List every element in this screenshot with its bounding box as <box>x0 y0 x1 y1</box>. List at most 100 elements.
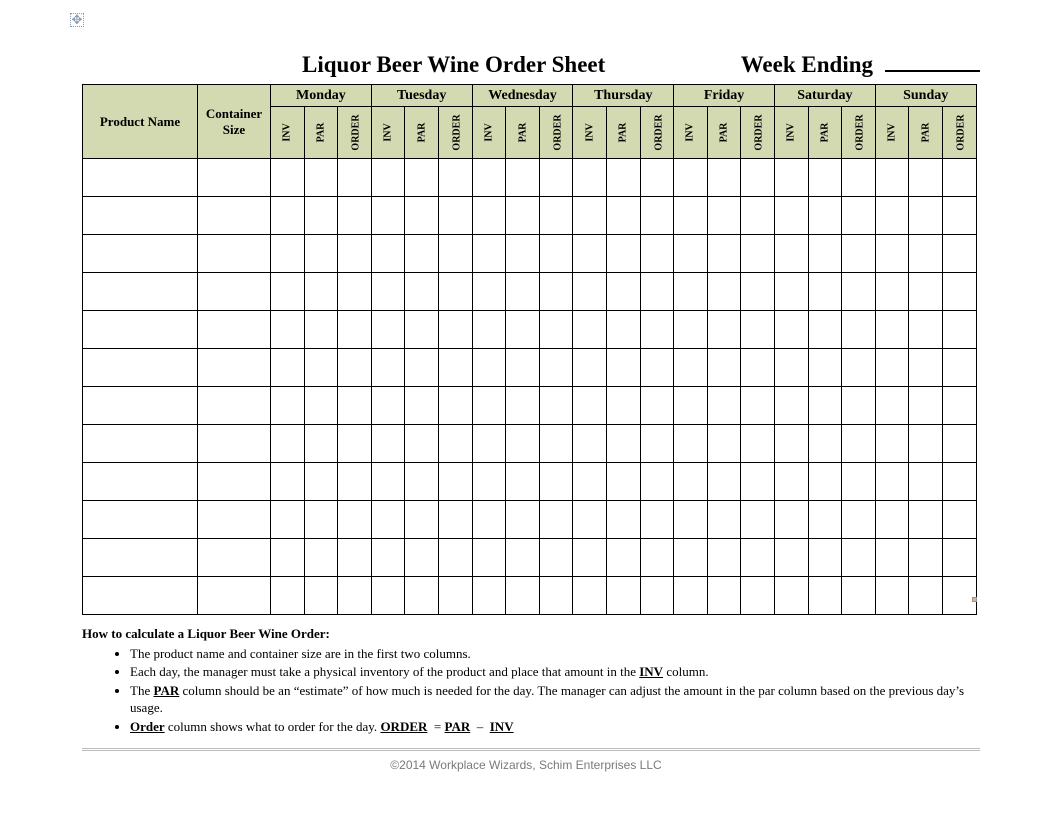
table-cell[interactable] <box>83 159 198 197</box>
table-cell[interactable] <box>774 387 808 425</box>
table-cell[interactable] <box>774 501 808 539</box>
table-cell[interactable] <box>472 159 506 197</box>
table-cell[interactable] <box>774 463 808 501</box>
table-cell[interactable] <box>640 425 674 463</box>
table-cell[interactable] <box>573 235 607 273</box>
table-cell[interactable] <box>271 311 305 349</box>
table-cell[interactable] <box>371 501 405 539</box>
table-cell[interactable] <box>842 349 876 387</box>
table-cell[interactable] <box>606 349 640 387</box>
table-cell[interactable] <box>842 577 876 615</box>
table-cell[interactable] <box>83 501 198 539</box>
table-cell[interactable] <box>271 235 305 273</box>
table-cell[interactable] <box>774 159 808 197</box>
table-cell[interactable] <box>371 577 405 615</box>
table-cell[interactable] <box>808 349 842 387</box>
table-cell[interactable] <box>371 349 405 387</box>
table-cell[interactable] <box>271 577 305 615</box>
table-cell[interactable] <box>539 463 573 501</box>
table-cell[interactable] <box>741 539 775 577</box>
table-cell[interactable] <box>405 387 439 425</box>
table-cell[interactable] <box>909 349 943 387</box>
table-cell[interactable] <box>83 273 198 311</box>
table-cell[interactable] <box>506 349 540 387</box>
table-cell[interactable] <box>942 501 976 539</box>
table-cell[interactable] <box>338 235 372 273</box>
table-cell[interactable] <box>405 501 439 539</box>
table-cell[interactable] <box>371 273 405 311</box>
table-cell[interactable] <box>271 463 305 501</box>
table-cell[interactable] <box>909 197 943 235</box>
table-cell[interactable] <box>506 577 540 615</box>
table-cell[interactable] <box>942 273 976 311</box>
table-cell[interactable] <box>198 501 271 539</box>
table-cell[interactable] <box>674 311 708 349</box>
table-cell[interactable] <box>439 235 473 273</box>
table-cell[interactable] <box>198 235 271 273</box>
table-cell[interactable] <box>304 539 338 577</box>
table-cell[interactable] <box>539 311 573 349</box>
table-cell[interactable] <box>674 349 708 387</box>
table-cell[interactable] <box>640 349 674 387</box>
table-cell[interactable] <box>942 311 976 349</box>
table-cell[interactable] <box>472 539 506 577</box>
table-cell[interactable] <box>506 387 540 425</box>
table-cell[interactable] <box>539 273 573 311</box>
table-cell[interactable] <box>573 501 607 539</box>
table-cell[interactable] <box>808 159 842 197</box>
table-cell[interactable] <box>774 235 808 273</box>
table-cell[interactable] <box>539 387 573 425</box>
table-cell[interactable] <box>606 273 640 311</box>
table-cell[interactable] <box>472 577 506 615</box>
table-cell[interactable] <box>774 311 808 349</box>
table-cell[interactable] <box>674 539 708 577</box>
table-cell[interactable] <box>439 463 473 501</box>
table-cell[interactable] <box>338 349 372 387</box>
table-cell[interactable] <box>573 387 607 425</box>
table-cell[interactable] <box>304 235 338 273</box>
table-cell[interactable] <box>606 463 640 501</box>
table-cell[interactable] <box>774 425 808 463</box>
table-cell[interactable] <box>83 577 198 615</box>
table-cell[interactable] <box>640 463 674 501</box>
table-cell[interactable] <box>472 311 506 349</box>
table-cell[interactable] <box>198 539 271 577</box>
table-cell[interactable] <box>338 159 372 197</box>
table-cell[interactable] <box>405 235 439 273</box>
table-cell[interactable] <box>83 197 198 235</box>
table-cell[interactable] <box>338 577 372 615</box>
table-cell[interactable] <box>774 539 808 577</box>
table-cell[interactable] <box>640 311 674 349</box>
table-cell[interactable] <box>405 273 439 311</box>
table-cell[interactable] <box>842 159 876 197</box>
table-cell[interactable] <box>942 577 976 615</box>
table-cell[interactable] <box>539 159 573 197</box>
table-cell[interactable] <box>271 501 305 539</box>
table-cell[interactable] <box>606 235 640 273</box>
table-cell[interactable] <box>371 159 405 197</box>
table-cell[interactable] <box>774 197 808 235</box>
table-cell[interactable] <box>741 501 775 539</box>
table-cell[interactable] <box>338 539 372 577</box>
table-cell[interactable] <box>439 539 473 577</box>
table-cell[interactable] <box>842 273 876 311</box>
table-cell[interactable] <box>909 539 943 577</box>
table-cell[interactable] <box>439 425 473 463</box>
table-cell[interactable] <box>198 425 271 463</box>
table-cell[interactable] <box>774 349 808 387</box>
table-cell[interactable] <box>271 273 305 311</box>
table-cell[interactable] <box>942 349 976 387</box>
table-cell[interactable] <box>472 425 506 463</box>
table-cell[interactable] <box>405 577 439 615</box>
table-cell[interactable] <box>842 463 876 501</box>
table-cell[interactable] <box>338 197 372 235</box>
table-cell[interactable] <box>405 349 439 387</box>
table-cell[interactable] <box>942 235 976 273</box>
table-cell[interactable] <box>942 159 976 197</box>
table-cell[interactable] <box>539 235 573 273</box>
table-cell[interactable] <box>472 197 506 235</box>
table-cell[interactable] <box>83 463 198 501</box>
table-cell[interactable] <box>707 349 741 387</box>
table-cell[interactable] <box>606 387 640 425</box>
table-cell[interactable] <box>741 197 775 235</box>
